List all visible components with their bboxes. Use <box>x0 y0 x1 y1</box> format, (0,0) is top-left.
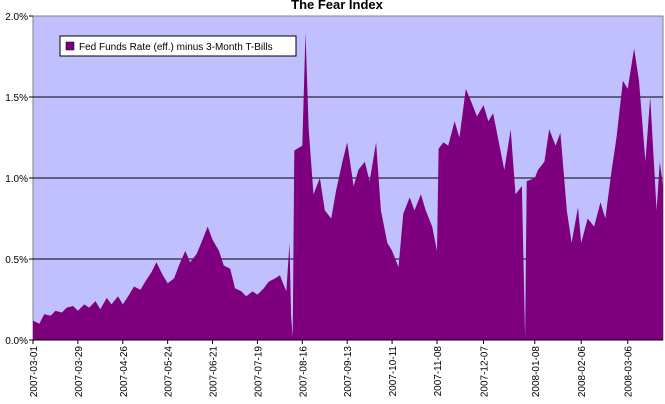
x-tick-label: 2008-01-08 <box>531 346 542 398</box>
x-tick-label: 2007-08-16 <box>298 346 309 398</box>
x-tick-label: 2007-09-13 <box>343 346 354 398</box>
legend-swatch <box>65 41 75 51</box>
series-area <box>33 32 663 340</box>
x-tick-label: 2007-07-19 <box>253 346 264 398</box>
y-tick-label: 0.0% <box>5 336 28 347</box>
chart-title: The Fear Index <box>291 0 384 12</box>
legend-box <box>59 35 297 57</box>
x-tick-label: 2007-06-21 <box>209 346 220 398</box>
x-tick-label: 2007-10-11 <box>388 346 399 397</box>
x-axis: 2007-03-01 2007-03-29 2007-04-26 2007-05-24… <box>29 339 663 398</box>
y-tick-label: 1.0% <box>5 174 28 185</box>
x-tick-label: 2008-02-06 <box>577 346 588 398</box>
x-tick-label: 2007-03-29 <box>74 346 85 398</box>
legend-label: Fed Funds Rate (eff.) minus 3-Month T-Bi… <box>79 42 273 53</box>
x-tick-label: 2007-11-08 <box>433 346 444 397</box>
legend: Fed Funds Rate (eff.) minus 3-Month T-Bi… <box>59 35 297 57</box>
y-tick-label: 0.5% <box>5 255 28 266</box>
y-axis: 0.0% 0.5% 1.0% 1.5% 2.0% <box>5 12 33 347</box>
x-tick-label: 2007-03-01 <box>29 346 40 398</box>
x-tick-label: 2007-04-26 <box>119 346 130 398</box>
x-tick-label: 2008-03-06 <box>624 346 635 398</box>
y-tick-label: 2.0% <box>5 12 28 23</box>
x-tick-label: 2007-12-07 <box>479 346 490 398</box>
y-tick-label: 1.5% <box>5 93 28 104</box>
x-tick-label: 2007-05-24 <box>164 346 175 398</box>
